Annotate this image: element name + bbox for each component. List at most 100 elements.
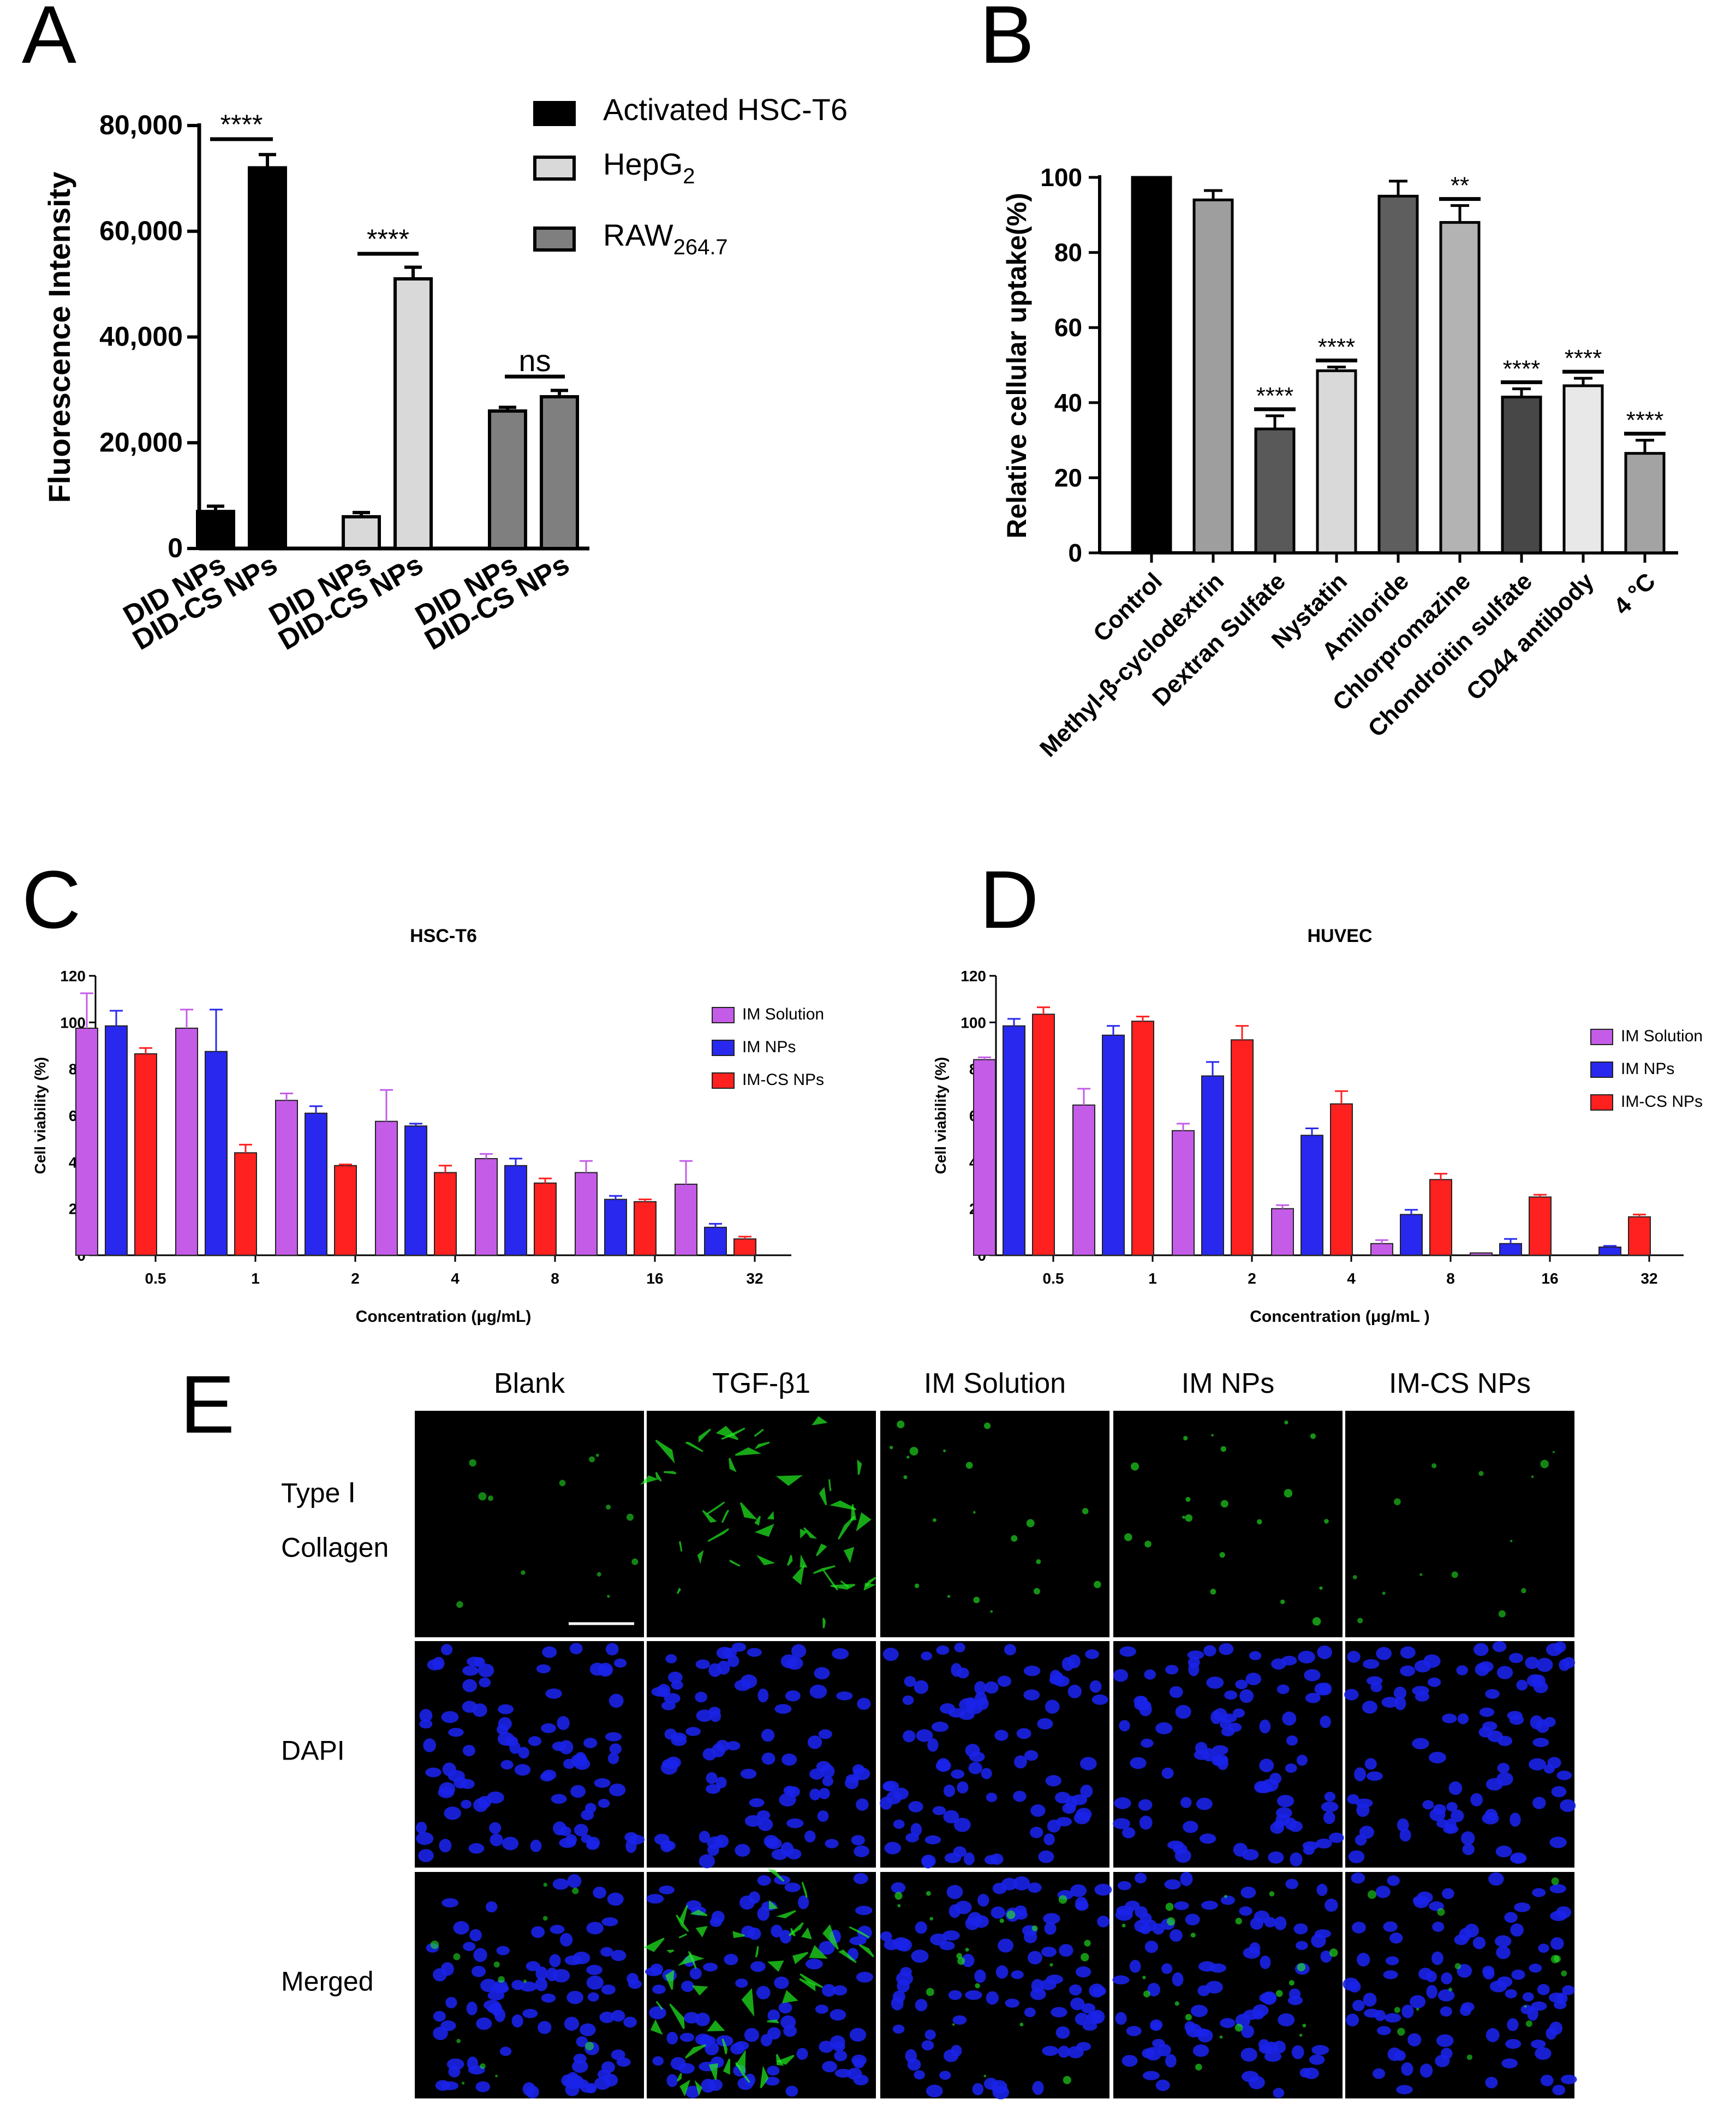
micrograph-cell-dapi	[1344, 1641, 1576, 1868]
nucleus	[954, 1642, 965, 1653]
nucleus	[462, 1665, 479, 1676]
chart-c: HSC-T6020406080100120Cell viability (%)C…	[32, 926, 824, 1326]
nucleus	[735, 1844, 750, 1857]
a-y-axis-label: Fluorescence Intensity	[42, 172, 76, 503]
nucleus	[1135, 1906, 1148, 1918]
nucleus	[1043, 1833, 1055, 1846]
nucleus	[563, 1758, 576, 1769]
nucleus	[531, 1926, 545, 1938]
nucleus	[1276, 1794, 1294, 1808]
nucleus	[496, 1946, 510, 1955]
nucleus	[549, 1954, 561, 1967]
d-bar-im-cs-nps	[1032, 1013, 1055, 1256]
nucleus	[462, 1679, 478, 1692]
a-significance-label: ****	[367, 224, 409, 254]
nucleus	[689, 1967, 702, 1979]
nucleus	[1551, 1786, 1567, 1798]
nucleus	[1091, 1694, 1108, 1705]
nucleus	[1147, 1983, 1160, 1997]
micrograph-background	[415, 1641, 644, 1868]
nucleus	[774, 1976, 789, 1989]
nucleus	[1532, 1888, 1546, 1898]
nucleus	[822, 2061, 837, 2073]
nucleus	[441, 2081, 459, 2090]
panel-label-b: B	[980, 0, 1034, 80]
nucleus	[600, 1947, 613, 1957]
collagen-signal	[843, 1547, 855, 1564]
nucleus	[1440, 2006, 1452, 2017]
nucleus	[586, 1840, 599, 1850]
collagen-signal	[965, 1948, 969, 1952]
nucleus	[453, 1921, 469, 1935]
nucleus	[1288, 1988, 1301, 2000]
b-bar	[1316, 369, 1357, 554]
panel-label-d: D	[980, 854, 1039, 945]
c-legend-label: IM Solution	[742, 1005, 824, 1023]
nucleus	[1241, 2025, 1255, 2038]
nucleus	[475, 2081, 491, 2092]
nucleus	[779, 1929, 792, 1944]
nucleus	[855, 1905, 873, 1916]
collagen-signal	[707, 1528, 730, 1542]
nucleus	[1400, 1646, 1416, 1659]
d-bar-im-solution	[1172, 1130, 1195, 1256]
d-bar-im-cs-nps	[1628, 1216, 1651, 1256]
d-bar-im-cs-nps	[1131, 1021, 1154, 1256]
c-y-tick-label: 120	[60, 968, 86, 985]
nucleus	[1080, 1784, 1093, 1798]
collagen-signal	[1224, 1895, 1227, 1898]
nucleus	[1040, 1979, 1057, 1990]
collagen-signal	[1165, 1903, 1174, 1911]
nucleus	[685, 2085, 700, 2098]
nucleus	[1206, 1677, 1224, 1689]
nucleus	[952, 2015, 967, 2025]
c-bar-im-cs-nps	[334, 1165, 357, 1256]
collagen-signal	[543, 1882, 547, 1887]
nucleus	[997, 1675, 1012, 1687]
collagen-signal	[1183, 1436, 1188, 1441]
nucleus	[706, 1784, 721, 1794]
nucleus	[559, 1826, 571, 1836]
collagen-signal	[1299, 2033, 1303, 2037]
nucleus	[1364, 1758, 1377, 1770]
nucleus	[1150, 2021, 1162, 2031]
micrograph-background	[415, 1411, 644, 1637]
d-bar-im-solution	[1470, 1252, 1493, 1256]
collagen-signal	[1167, 1917, 1176, 1926]
nucleus	[462, 1745, 475, 1757]
nucleus	[1457, 1713, 1469, 1725]
nucleus	[1240, 1886, 1256, 1899]
nucleus	[1351, 1872, 1365, 1884]
collagen-signal	[801, 1882, 808, 1898]
nucleus	[1414, 1660, 1431, 1673]
nucleus	[433, 2011, 446, 2022]
nucleus	[784, 1882, 801, 1892]
c-legend-label: IM-CS NPs	[742, 1071, 824, 1089]
nucleus	[1356, 1803, 1370, 1817]
nucleus	[1290, 1852, 1303, 1866]
nucleus	[1203, 1645, 1216, 1657]
nucleus	[557, 1716, 570, 1731]
nucleus	[1081, 2003, 1096, 2014]
c-bar-im-solution	[375, 1120, 398, 1256]
a-legend-swatch	[533, 156, 576, 181]
nucleus	[1062, 1803, 1076, 1814]
collagen-signal	[456, 2038, 461, 2043]
collagen-signal	[1540, 1459, 1549, 1469]
collagen-signal	[741, 1988, 755, 2017]
nucleus	[1530, 2039, 1546, 2049]
collagen-signal	[1026, 1519, 1035, 1528]
collagen-signal	[973, 1596, 980, 1603]
collagen-signal	[643, 1937, 665, 1952]
collagen-signal	[721, 1427, 745, 1440]
nucleus	[1553, 2000, 1567, 2009]
nucleus	[1320, 1715, 1331, 1728]
nucleus	[652, 2056, 664, 2066]
nucleus	[984, 1681, 999, 1694]
nucleus	[1032, 2080, 1044, 2095]
a-legend-swatch	[533, 226, 576, 252]
nucleus	[1305, 1692, 1321, 1703]
nucleus	[1547, 1757, 1561, 1769]
nucleus	[568, 2075, 584, 2089]
nucleus	[1194, 2028, 1209, 2037]
